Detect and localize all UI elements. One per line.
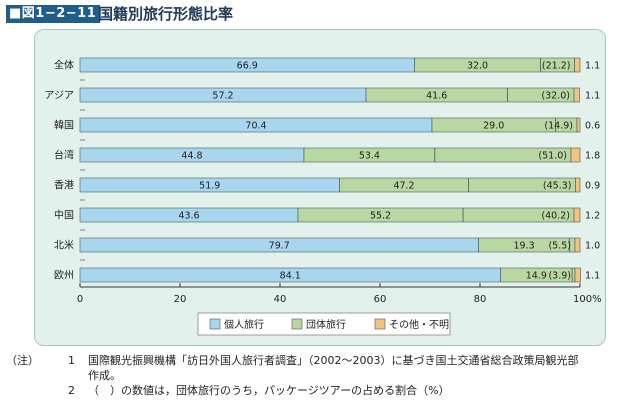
value-label: 70.4 — [245, 121, 266, 132]
legend-label: 個人旅行 — [224, 318, 264, 331]
note-text-continued: 作成。 — [88, 369, 121, 382]
value-label: 14.9 — [526, 271, 547, 282]
x-tick-label: 40 — [274, 294, 287, 305]
figure-number: ■図1−2−11 — [6, 5, 101, 23]
bar-segment — [570, 147, 581, 163]
note-number: 2 — [68, 384, 75, 397]
legend-swatch — [374, 318, 386, 330]
value-label: 0.6 — [585, 121, 600, 132]
category-label: アジア — [44, 91, 74, 102]
value-label: 84.1 — [280, 271, 301, 282]
bar-segment — [575, 177, 581, 193]
value-label: 66.9 — [237, 61, 258, 72]
package-share-label: (51.0) — [538, 151, 567, 162]
bar-segment — [576, 117, 581, 133]
x-tick-label: 0 — [77, 294, 83, 305]
value-label: 41.6 — [426, 91, 447, 102]
value-label: 32.0 — [467, 61, 488, 72]
value-label: 47.2 — [393, 181, 414, 192]
value-label: 19.3 — [514, 241, 535, 252]
package-share-label: (5.5) — [548, 241, 571, 252]
value-label: 44.8 — [181, 151, 202, 162]
note-text: 国際観光振興機構「訪日外国人旅行者調査」（2002〜2003）に基づき国土交通省… — [88, 354, 579, 367]
value-label: 43.6 — [178, 211, 199, 222]
value-label: 1.0 — [585, 241, 600, 252]
bar-segment — [297, 207, 575, 223]
bar-segment — [574, 57, 581, 73]
package-share-label: (14.9) — [544, 121, 573, 132]
category-label: 韓国 — [54, 120, 74, 132]
package-share-label: (40.2) — [541, 211, 570, 222]
legend: 個人旅行 団体旅行 その他・不明 — [197, 312, 451, 336]
package-share-label: (32.0) — [541, 91, 570, 102]
package-share-label: (21.2) — [542, 61, 571, 72]
legend-label: その他・不明 — [389, 318, 449, 331]
package-share-label: (3.9) — [548, 271, 571, 282]
category-label: 中国 — [54, 209, 74, 222]
bar-segment — [573, 207, 581, 223]
value-label: 57.2 — [212, 91, 233, 102]
value-label: 1.1 — [585, 271, 600, 282]
legend-swatch — [291, 318, 303, 330]
legend-swatch — [209, 318, 221, 330]
bar-segment — [573, 87, 580, 103]
bar-segment — [574, 267, 581, 283]
legend-box — [197, 312, 451, 336]
value-label: 1.2 — [585, 211, 600, 222]
value-label: 51.9 — [199, 181, 220, 192]
value-label: 1.8 — [585, 151, 600, 162]
category-label: 台湾 — [54, 149, 74, 162]
figure-header: ■図1−2−11 国籍別旅行形態比率 — [6, 4, 616, 26]
category-label: 北米 — [54, 239, 74, 252]
bar-segment — [574, 237, 581, 253]
value-label: 29.0 — [483, 121, 504, 132]
x-tick-label: 80 — [474, 294, 487, 305]
value-label: 79.7 — [269, 241, 290, 252]
x-tick-label: 20 — [174, 294, 187, 305]
bar-segment — [339, 177, 576, 193]
note-prefix: （注） — [6, 354, 39, 367]
value-label: 53.4 — [359, 151, 380, 162]
value-label: 0.9 — [585, 181, 600, 192]
category-label: 香港 — [54, 180, 74, 192]
legend-label: 団体旅行 — [306, 318, 346, 331]
bar-segment — [303, 147, 572, 163]
category-label: 全体 — [54, 59, 74, 72]
x-tick-label: 60 — [374, 294, 387, 305]
value-label: 1.1 — [585, 61, 600, 72]
stacked-bar-chart: 全体 66.9 32.0 (21.2) 1.1 アジア 57.2 41.6 (32.0) 1.1 韓… — [44, 57, 602, 336]
x-tick-label: 100% — [573, 294, 602, 305]
note-number: 1 — [68, 354, 75, 367]
package-share-label: (45.3) — [543, 181, 572, 192]
note-text: （ ）の数値は，団体旅行のうち，パッケージツアーの占める割合（%） — [88, 384, 450, 397]
value-label: 1.1 — [585, 91, 600, 102]
figure-title: 国籍別旅行形態比率 — [98, 5, 234, 23]
category-label: 欧州 — [54, 270, 74, 282]
chart-panel: 全体 66.9 32.0 (21.2) 1.1 アジア 57.2 41.6 (32.0) 1.1 韓… — [34, 29, 606, 346]
value-label: 55.2 — [370, 211, 391, 222]
